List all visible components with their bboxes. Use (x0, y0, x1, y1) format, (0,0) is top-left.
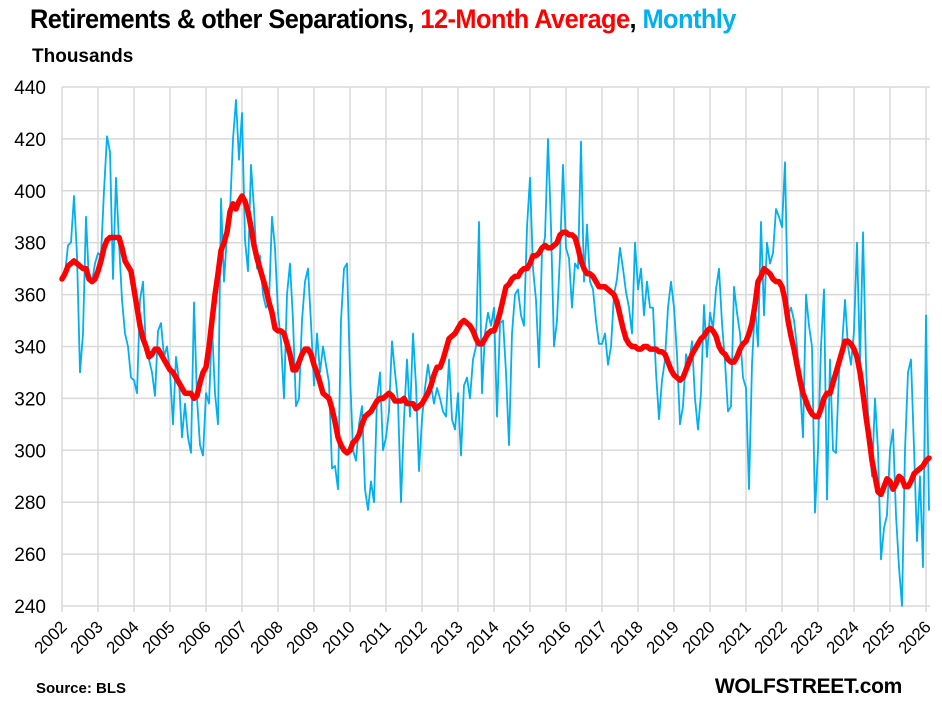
series-line-12-month-average (59, 193, 932, 498)
x-tick-label: 2020 (679, 617, 719, 657)
title-part-red: 12-Month Average (420, 4, 630, 34)
y-tick-label: 420 (14, 130, 46, 151)
x-tick-label: 2026 (895, 617, 935, 657)
x-tick-label: 2005 (139, 617, 179, 657)
x-tick-label: 2009 (283, 617, 323, 657)
y-tick-label: 300 (14, 441, 46, 462)
x-tick-label: 2006 (175, 617, 215, 657)
y-tick-label: 280 (14, 493, 46, 514)
series-lines (59, 99, 932, 607)
x-tick-label: 2019 (643, 617, 683, 657)
y-tick-label: 240 (14, 597, 46, 618)
x-tick-label: 2015 (499, 617, 539, 657)
brand-watermark: WOLFSTREET.com (714, 675, 902, 698)
x-tick-label: 2008 (247, 617, 287, 657)
x-tick-label: 2018 (607, 617, 647, 657)
x-tick-label: 2007 (211, 617, 251, 657)
y-tick-label: 360 (14, 286, 46, 307)
x-tick-label: 2003 (67, 617, 107, 657)
y-tick-label: 340 (14, 338, 46, 359)
x-tick-label: 2010 (319, 617, 359, 657)
x-tick-label: 2023 (787, 617, 827, 657)
chart-title: Retirements & other Separations, 12-Mont… (30, 4, 736, 35)
grid (61, 86, 930, 612)
y-tick-label: 320 (14, 389, 46, 410)
x-tick-label: 2025 (859, 617, 899, 657)
x-tick-label: 2024 (823, 617, 863, 657)
x-tick-label: 2011 (356, 617, 395, 656)
y-tick-label: 400 (14, 182, 46, 203)
x-tick-label: 2004 (103, 617, 143, 657)
source-note: Source: BLS (36, 680, 127, 697)
x-tick-label: 2002 (31, 617, 71, 657)
x-tick-label: 2021 (715, 617, 755, 657)
y-tick-label: 380 (14, 234, 46, 255)
y-axis-unit-label: Thousands (32, 46, 134, 67)
title-part-black: Retirements & other Separations, (30, 4, 421, 34)
title-part-comma: , (629, 4, 643, 34)
y-tick-label: 260 (14, 545, 46, 566)
x-tick-label: 2012 (391, 617, 431, 657)
series-line-monthly (61, 99, 930, 607)
y-axis-ticks: 240 260 280 300 320 340 360 380 400 420 440 (14, 78, 46, 618)
x-tick-label: 2016 (535, 617, 575, 657)
title-part-blue: Monthly (642, 4, 736, 34)
x-tick-label: 2014 (463, 617, 503, 657)
y-tick-label: 440 (14, 78, 46, 99)
x-axis-ticks: 2002200320042005200620072008200920102011… (31, 617, 935, 657)
x-tick-label: 2022 (751, 617, 791, 657)
x-tick-label: 2013 (427, 617, 467, 657)
x-tick-label: 2017 (571, 617, 611, 657)
